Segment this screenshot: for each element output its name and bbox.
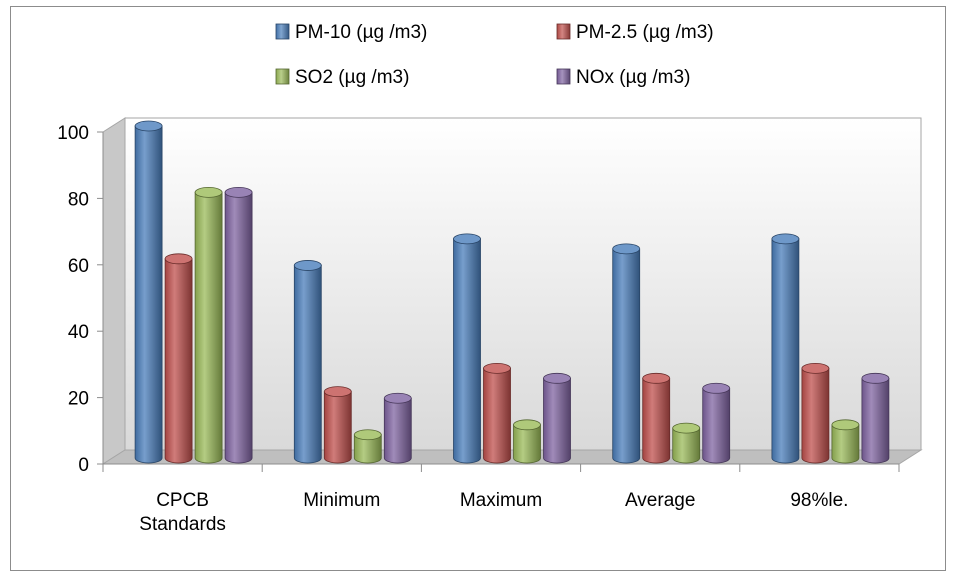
legend-item: PM-10 (µg /m3)	[275, 22, 427, 43]
bar	[771, 233, 800, 464]
bar	[453, 233, 481, 464]
legend-label: PM-10 (µg /m3)	[295, 22, 427, 43]
bar	[224, 186, 253, 464]
bar	[194, 186, 223, 464]
bar	[164, 253, 193, 464]
bar	[861, 372, 890, 464]
side-wall	[102, 117, 126, 465]
legend-swatch	[556, 23, 571, 40]
legend-label: SO2 (µg /m3)	[295, 67, 409, 88]
legend-label: NOx (µg /m3)	[576, 67, 690, 88]
bar-chart: 0 20 40 60 80 100 CPCB Standards Minimum Maximum A…	[57, 22, 923, 535]
bar	[672, 422, 701, 464]
bar	[801, 362, 830, 464]
legend-item: SO2 (µg /m3)	[275, 67, 409, 88]
y-tick-label: 40	[68, 322, 89, 343]
bar	[353, 429, 382, 464]
bar	[323, 386, 352, 464]
bar	[642, 372, 671, 464]
bars	[134, 120, 890, 464]
y-tick-label: 60	[68, 256, 89, 277]
y-tick-label: 0	[78, 455, 89, 476]
bar	[831, 419, 860, 464]
bar	[543, 372, 571, 464]
legend-swatch	[275, 68, 290, 85]
bar	[513, 419, 541, 464]
x-tick-label: 98%le.	[790, 490, 848, 511]
bar	[612, 243, 641, 464]
legend: PM-10 (µg /m3) PM-2.5 (µg /m3) SO2 (µg /m3…	[275, 22, 714, 88]
bar	[134, 120, 163, 464]
legend-item: NOx (µg /m3)	[556, 67, 690, 88]
bar	[293, 260, 322, 464]
legend-item: PM-2.5 (µg /m3)	[556, 22, 714, 43]
x-tick-label: Maximum	[460, 490, 542, 511]
legend-swatch	[275, 23, 290, 40]
bar	[702, 382, 731, 464]
y-tick-label: 20	[68, 389, 89, 410]
x-tick-label: CPCB Standards	[139, 490, 226, 535]
y-tick-label: 100	[57, 123, 89, 144]
x-tick-label: Minimum	[303, 490, 380, 511]
bar	[383, 392, 412, 464]
y-tick-label: 80	[68, 189, 89, 210]
bar	[483, 362, 511, 464]
x-tick-label: Average	[625, 490, 695, 511]
legend-label: PM-2.5 (µg /m3)	[576, 22, 714, 43]
chart-frame: 0 20 40 60 80 100 CPCB Standards Minimum Maximum A…	[10, 6, 946, 571]
legend-swatch	[556, 68, 571, 85]
axes: 0 20 40 60 80 100 CPCB Standards Minimum Maximum A…	[57, 123, 900, 535]
